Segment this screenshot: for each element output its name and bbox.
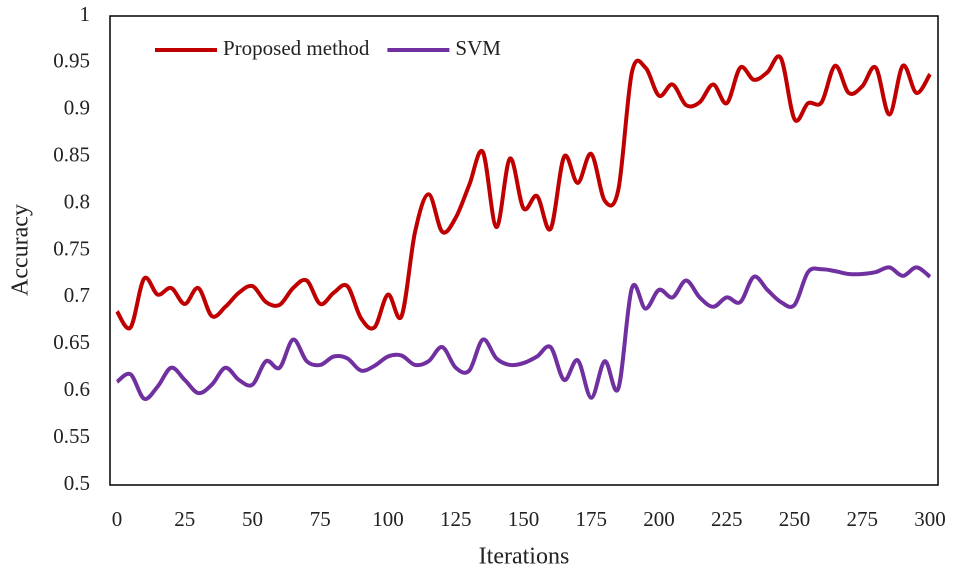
legend-label: SVM — [455, 36, 501, 60]
x-tick-label: 25 — [174, 507, 195, 531]
x-tick-label: 275 — [847, 507, 879, 531]
series-line — [115, 54, 932, 331]
y-tick-label: 0.65 — [53, 330, 90, 354]
x-tick-label: 0 — [112, 507, 123, 531]
y-tick-label: 0.9 — [64, 96, 90, 120]
y-tick-label: 0.8 — [64, 189, 90, 213]
x-tick-label: 125 — [440, 507, 472, 531]
x-axis-title: Iterations — [479, 544, 570, 570]
y-tick-label: 0.5 — [64, 471, 90, 495]
y-tick-label: 0.6 — [64, 377, 90, 401]
x-tick-label: 250 — [779, 507, 811, 531]
legend-label: Proposed method — [223, 36, 370, 60]
y-tick-label: 1 — [80, 2, 91, 26]
x-tick-label: 175 — [576, 507, 608, 531]
x-tick-label: 50 — [242, 507, 263, 531]
x-tick-label: 75 — [310, 507, 331, 531]
series-line — [115, 265, 932, 401]
y-axis-title: Accuracy — [8, 204, 34, 296]
x-tick-label: 200 — [643, 507, 675, 531]
x-tick-label: 225 — [711, 507, 743, 531]
y-tick-label: 0.95 — [53, 49, 90, 73]
y-tick-label: 0.75 — [53, 236, 90, 260]
x-tick-label: 150 — [508, 507, 540, 531]
plot-frame — [109, 15, 939, 486]
x-tick-label: 300 — [914, 507, 946, 531]
y-tick-label: 0.7 — [64, 283, 90, 307]
x-tick-label: 100 — [372, 507, 404, 531]
y-tick-label: 0.55 — [53, 424, 90, 448]
y-tick-label: 0.85 — [53, 143, 90, 167]
